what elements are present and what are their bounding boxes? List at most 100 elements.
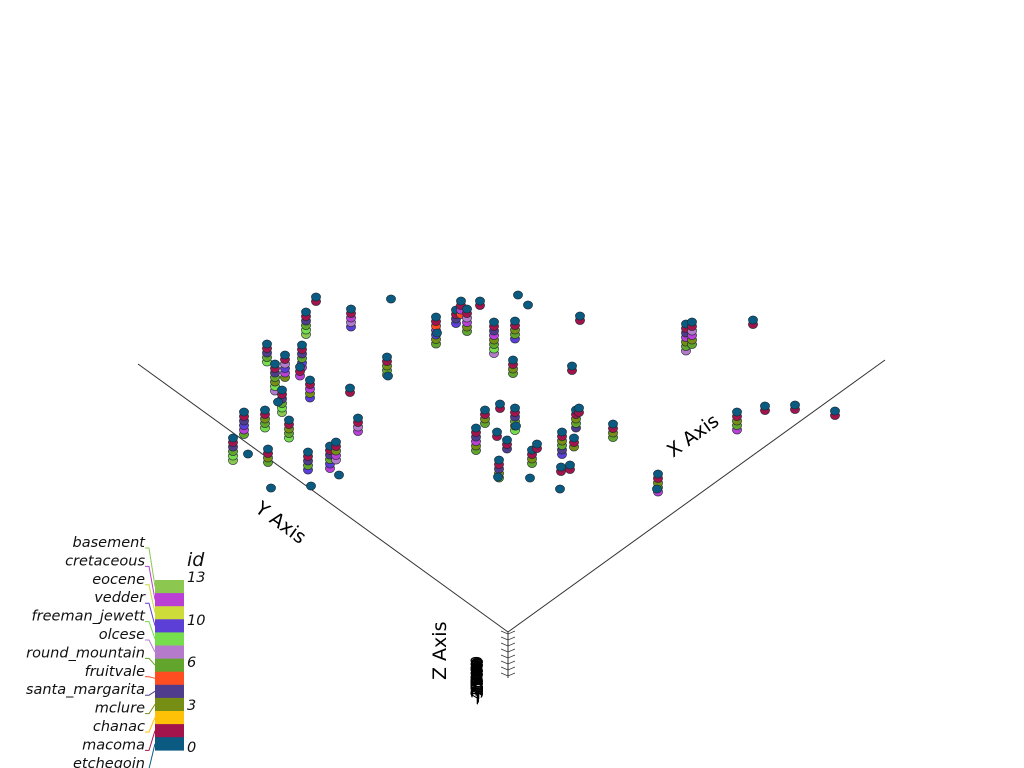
well	[556, 462, 566, 476]
colorbar-swatch	[155, 632, 184, 646]
legend-leader-line	[145, 565, 156, 600]
well	[527, 445, 537, 468]
well	[557, 427, 567, 459]
well-marker	[303, 447, 313, 457]
legend-label: olcese	[99, 627, 145, 643]
well	[565, 460, 575, 474]
legend-leader-line	[145, 547, 156, 587]
legend-label: vedder	[94, 590, 146, 606]
well	[513, 290, 523, 300]
z-axis-ticks	[500, 630, 516, 677]
colorbar-tick-label: 10	[187, 613, 205, 629]
legend-leader-line	[145, 639, 156, 653]
colorbar-tick-label: 13	[187, 570, 205, 586]
z-tick-mark	[500, 630, 516, 635]
well	[830, 406, 840, 420]
legend-label: basement	[73, 535, 147, 551]
well	[273, 397, 283, 407]
well-marker	[284, 415, 294, 425]
legend-leader-line	[145, 584, 156, 613]
well-marker	[567, 361, 577, 371]
well-marker	[306, 481, 316, 491]
well-marker	[523, 300, 533, 310]
well-marker	[386, 294, 396, 304]
legend-label: macoma	[82, 737, 145, 753]
well-marker	[489, 317, 499, 327]
well-marker	[511, 421, 521, 431]
well-marker	[608, 419, 618, 429]
well-marker	[260, 405, 270, 415]
well	[243, 449, 253, 459]
y-axis-line	[137, 363, 509, 633]
well	[331, 437, 341, 465]
well-marker	[574, 403, 584, 413]
well	[760, 401, 770, 415]
well	[239, 407, 249, 439]
well	[301, 307, 311, 339]
z-tick-label: -500	[468, 664, 487, 697]
well	[284, 415, 294, 443]
well	[511, 421, 521, 431]
legend-label: eocene	[92, 572, 145, 588]
colorbar-tick-label: 0	[187, 740, 196, 756]
well-marker	[277, 385, 287, 395]
well	[608, 419, 618, 442]
z-tick-mark	[500, 660, 516, 665]
well-marker	[830, 406, 840, 416]
well-marker	[353, 413, 363, 423]
well	[652, 484, 662, 494]
well	[303, 447, 313, 475]
well-marker	[732, 407, 742, 417]
colorbar-swatches	[155, 580, 184, 751]
well-markers	[228, 290, 840, 497]
well	[790, 400, 800, 414]
well-marker	[383, 371, 393, 381]
well	[228, 433, 238, 465]
well	[523, 300, 533, 310]
legend-label: santa_margarita	[26, 682, 145, 698]
well-marker	[239, 407, 249, 417]
well	[732, 407, 742, 435]
well-marker	[556, 462, 566, 472]
well	[495, 399, 505, 413]
well-marker	[462, 304, 472, 314]
legend-label: etchegoin	[73, 756, 145, 768]
colorbar-swatch	[155, 658, 184, 672]
well-marker	[311, 292, 321, 302]
well-marker	[652, 484, 662, 494]
well-marker	[295, 362, 305, 372]
well-marker	[508, 355, 518, 365]
well	[748, 315, 758, 329]
x-axis-line	[507, 359, 886, 633]
well	[462, 304, 472, 336]
well	[687, 317, 697, 349]
well	[532, 439, 542, 453]
legend-leader-line	[145, 690, 156, 696]
z-tick-label: -2500	[467, 660, 486, 702]
legend-label: freeman_jewett	[32, 609, 147, 625]
well-marker	[305, 375, 315, 385]
well-marker	[565, 460, 575, 470]
legend-label: cretaceous	[65, 553, 145, 569]
z-tick-label: -2000	[468, 658, 487, 700]
well-marker	[760, 401, 770, 411]
well	[432, 328, 442, 338]
well-marker	[270, 359, 280, 369]
colorbar-legend: id 0 3 6 10 13 basement cretaceous eocene vedde…	[26, 535, 205, 768]
well-marker	[263, 444, 273, 454]
well	[575, 311, 585, 325]
well-marker	[431, 312, 441, 322]
colorbar-swatch	[155, 593, 184, 607]
well-marker	[262, 339, 272, 349]
well-marker	[382, 352, 392, 362]
well	[262, 339, 272, 367]
well	[270, 359, 280, 396]
legend-label: chanac	[93, 719, 145, 735]
colorbar-swatch	[155, 580, 184, 594]
legend-label: round_mountain	[26, 645, 145, 661]
well	[489, 317, 499, 358]
well-marker	[345, 383, 355, 393]
colorbar-tick-label: 6	[187, 655, 196, 671]
well	[346, 304, 356, 332]
